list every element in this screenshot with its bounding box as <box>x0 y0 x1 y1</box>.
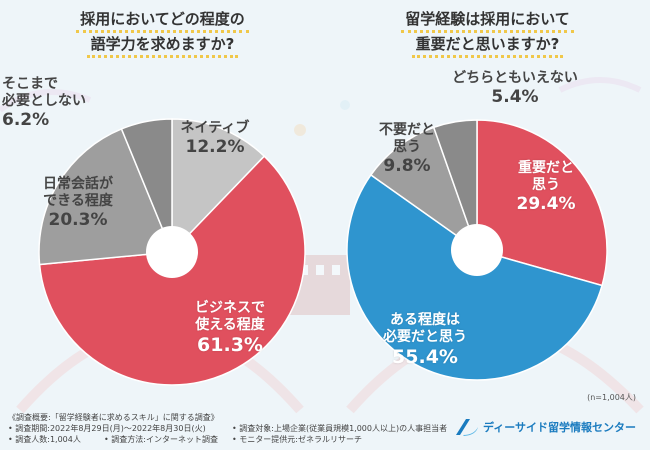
pie-chart-language <box>38 118 306 386</box>
chart-panel-language: 採用においてどの程度の 語学力を求めますか? ネイティブ 12.2% ビジネスで… <box>0 0 325 410</box>
brand-logo: ディーサイド留学情報センター <box>454 417 636 437</box>
title-line-1: 採用においてどの程度の <box>76 8 249 33</box>
slice-name: そこまで <box>2 76 58 92</box>
slice-important <box>476 119 608 287</box>
slice-percent: 29.4% <box>516 193 576 214</box>
title-line-1: 留学経験は採用において <box>401 8 574 33</box>
slice-name: 思う <box>532 176 560 193</box>
chart-title-language: 採用においてどの程度の 語学力を求めますか? <box>0 8 325 58</box>
donut-hole <box>146 226 198 278</box>
slice-not-needed <box>120 118 173 253</box>
survey-footer: (n=1,004人) 《調査概要:「留学経験者に求めるスキル」に関する調査》 •… <box>0 393 650 450</box>
logo-icon <box>455 419 478 436</box>
title-line-2: 語学力を求めますか? <box>86 33 239 58</box>
survey-target: • 調査対象:上場企業(従業員規模1,000人以上)の人事担当者 <box>232 424 448 433</box>
slice-name: 使える程度 <box>195 316 265 333</box>
slice-percent: 61.3% <box>197 333 263 356</box>
slice-label-important: 重要だと 思う 29.4% <box>501 160 591 214</box>
survey-period: • 調査期間:2022年8月29日(月)〜2022年8月30日(火) <box>8 424 206 433</box>
chart-panel-study-abroad: 留学経験は採用において 重要だと思いますか? 重要だと 思う 29.4% ある程… <box>325 0 650 410</box>
slice-percent: 5.4% <box>491 86 539 107</box>
title-line-2: 重要だと思いますか? <box>411 33 564 58</box>
survey-title: 《調査概要:「留学経験者に求めるスキル」に関する調査》 <box>8 413 219 422</box>
slice-somewhat-needed <box>346 173 603 381</box>
slice-name: ある程度は <box>390 312 460 328</box>
slice-name: 必要だと思う <box>383 328 467 345</box>
slice-name: 重要だと <box>518 160 574 176</box>
slice-native <box>171 118 266 254</box>
slice-percent: 9.8% <box>383 155 431 176</box>
slice-daily-conversation <box>38 127 174 266</box>
slice-name: ネイティブ <box>180 120 250 136</box>
survey-method: • 調査方法:インターネット調査 <box>104 435 218 444</box>
slice-label-business: ビジネスで 使える程度 61.3% <box>170 300 290 356</box>
slice-label-not-needed: そこまで 必要としない 6.2% <box>2 76 112 130</box>
slice-name: 必要としない <box>2 92 86 109</box>
slice-name: 思う <box>393 138 421 155</box>
slice-percent: 6.2% <box>2 109 50 130</box>
survey-respondents: • 調査人数:1,004人 <box>8 435 81 444</box>
chart-title-study-abroad: 留学経験は採用において 重要だと思いますか? <box>325 8 650 58</box>
slice-name: できる程度 <box>43 192 113 209</box>
slice-name: ビジネスで <box>195 300 265 316</box>
slice-name: どちらともいえない <box>452 70 578 86</box>
slice-label-unnecessary: 不要だと 思う 9.8% <box>367 122 447 176</box>
slice-name: 日常会話が <box>43 176 113 192</box>
slice-neither <box>432 119 478 251</box>
slice-unnecessary <box>369 126 479 252</box>
slice-label-daily: 日常会話が できる程度 20.3% <box>28 176 128 230</box>
slice-percent: 12.2% <box>185 136 245 157</box>
survey-provider: • モニター提供元:ゼネラルリサーチ <box>232 435 362 444</box>
pie-chart-study-abroad <box>346 119 608 381</box>
slice-label-neither: どちらともいえない 5.4% <box>435 70 595 107</box>
slice-percent: 20.3% <box>48 209 108 230</box>
donut-hole <box>451 224 503 276</box>
slice-label-native: ネイティブ 12.2% <box>160 120 270 157</box>
slice-name: 不要だと <box>379 122 435 138</box>
slice-label-somewhat-needed: ある程度は 必要だと思う 55.4% <box>365 312 485 368</box>
slice-percent: 55.4% <box>392 345 458 368</box>
sample-size: (n=1,004人) <box>587 393 636 402</box>
logo-text: ディーサイド留学情報センター <box>482 420 636 434</box>
